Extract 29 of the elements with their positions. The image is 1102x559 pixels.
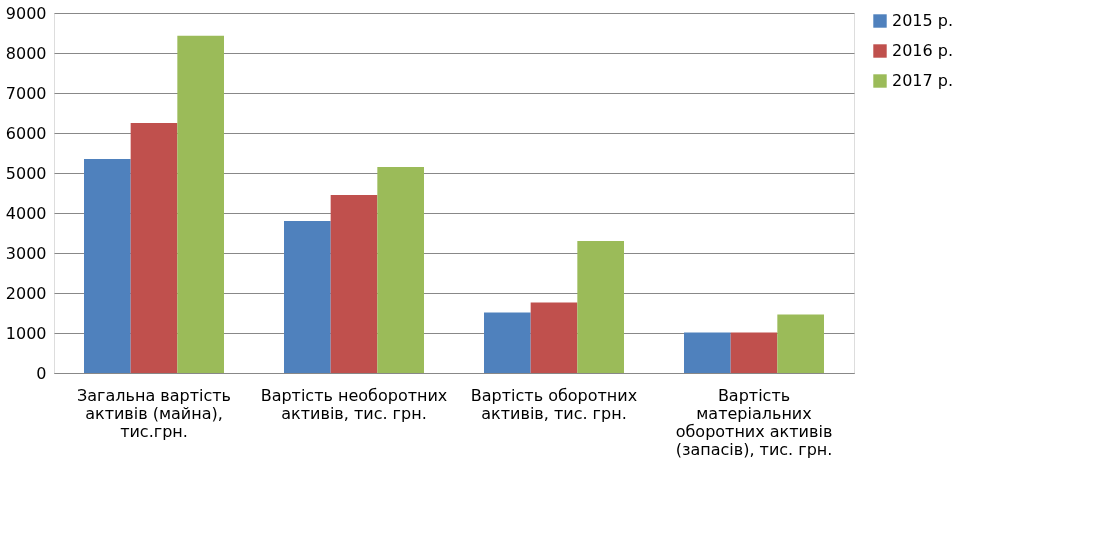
legend-label: 2017 р. — [892, 71, 954, 90]
y-tick-label: 1000 — [5, 323, 47, 343]
x-tick-label: Вартість оборотних активів, тис. грн. — [470, 385, 638, 423]
y-tick-label: 2000 — [5, 283, 47, 303]
bar — [377, 167, 424, 373]
legend-label: 2015 р. — [892, 11, 954, 30]
x-tick-label: Вартість необоротних активів, тис. грн. — [260, 385, 448, 423]
bar — [84, 159, 131, 373]
bar — [484, 312, 531, 373]
y-tick-label: 3000 — [5, 243, 47, 263]
bar — [177, 35, 224, 373]
y-tick-label: 7000 — [5, 83, 47, 103]
y-tick-label: 0 — [36, 363, 47, 383]
bar — [730, 332, 778, 373]
bar — [530, 302, 578, 373]
bar — [577, 241, 624, 373]
bar — [777, 314, 824, 373]
y-tick-label: 6000 — [5, 123, 47, 143]
bar — [684, 332, 731, 373]
y-tick-label: 9000 — [5, 3, 47, 23]
y-tick-label: 4000 — [5, 203, 47, 223]
bar — [130, 123, 178, 373]
x-tick-label: Вартість матеріальних оборотних активів (запасів), тис. грн. — [675, 385, 833, 459]
legend-label: 2016 р. — [892, 41, 954, 60]
bar — [284, 221, 331, 373]
bar — [330, 195, 378, 373]
y-tick-label: 8000 — [5, 43, 47, 63]
y-tick-label: 5000 — [5, 163, 47, 183]
x-tick-label: Загальна вартість активів (майна), тис.грн. — [77, 385, 231, 441]
